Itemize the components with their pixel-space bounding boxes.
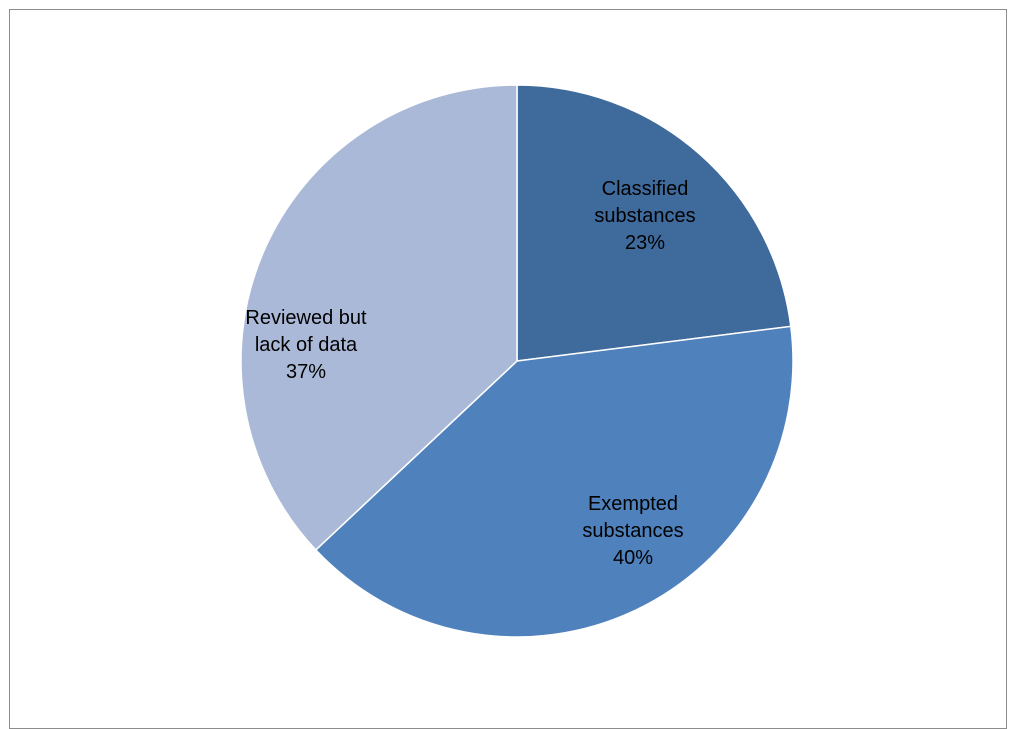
- slice-label-3: Reviewed but lack of data 37%: [245, 307, 367, 383]
- slice-percent: 23%: [625, 232, 665, 254]
- slice-category-text: lack of data: [255, 334, 358, 356]
- slice-category-text: Classified: [602, 178, 689, 200]
- slice-percent: 37%: [286, 361, 326, 383]
- slice-category-text: Reviewed but: [245, 307, 367, 329]
- slice-labels: Classified substances 23% Exempted substance…: [245, 178, 695, 569]
- slice-percent: 40%: [613, 547, 653, 569]
- slice-category-text: substances: [594, 205, 695, 227]
- slice-label-1: Classified substances 23%: [594, 178, 695, 254]
- slice-category-text: substances: [582, 520, 683, 542]
- slice-label-2: Exempted substances 40%: [582, 493, 683, 569]
- pie-slice-1: [516, 84, 792, 362]
- pie-slice-3: [240, 84, 518, 552]
- pie-slice-2: [314, 325, 794, 638]
- pie-chart: Classified substances 23% Exempted substance…: [240, 84, 794, 638]
- slice-category-text: Exempted: [588, 493, 678, 515]
- pie-slices: [240, 84, 794, 638]
